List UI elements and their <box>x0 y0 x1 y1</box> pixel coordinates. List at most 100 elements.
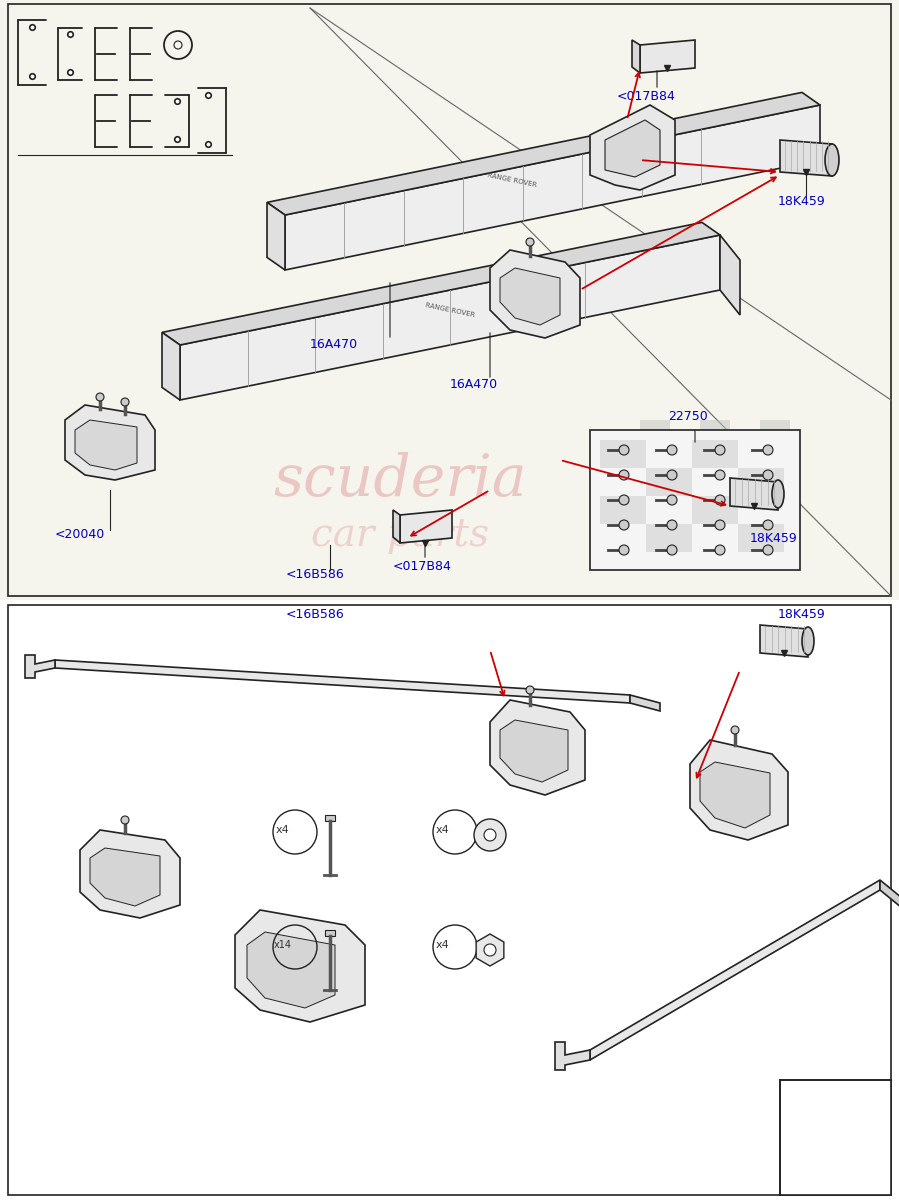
Circle shape <box>619 545 629 554</box>
Circle shape <box>763 494 773 505</box>
Polygon shape <box>880 880 899 908</box>
Text: <017B84: <017B84 <box>393 560 452 572</box>
Polygon shape <box>162 222 720 346</box>
Bar <box>692 440 738 468</box>
Circle shape <box>715 470 725 480</box>
Polygon shape <box>75 420 137 470</box>
Ellipse shape <box>772 480 784 508</box>
Bar <box>730 450 760 480</box>
Circle shape <box>715 520 725 530</box>
Polygon shape <box>400 510 452 542</box>
Circle shape <box>715 445 725 455</box>
Text: x14: x14 <box>274 940 292 950</box>
Text: 18K459: 18K459 <box>778 194 826 208</box>
Text: 18K459: 18K459 <box>778 608 826 622</box>
Circle shape <box>763 445 773 455</box>
Ellipse shape <box>802 626 814 655</box>
Polygon shape <box>267 203 285 270</box>
Circle shape <box>474 818 506 851</box>
Bar <box>325 930 335 936</box>
Bar <box>700 420 730 450</box>
Bar <box>640 420 670 450</box>
Bar <box>730 510 760 540</box>
Polygon shape <box>393 510 400 542</box>
Polygon shape <box>700 762 770 828</box>
Bar <box>760 420 790 450</box>
Text: 18K459: 18K459 <box>750 532 797 545</box>
Polygon shape <box>640 40 695 73</box>
Text: x4: x4 <box>436 826 450 835</box>
Circle shape <box>731 726 739 734</box>
Circle shape <box>619 470 629 480</box>
Circle shape <box>121 816 129 824</box>
Text: scuderia: scuderia <box>273 451 527 509</box>
Circle shape <box>526 686 534 694</box>
Text: 16A470: 16A470 <box>310 338 358 350</box>
Bar <box>646 524 692 552</box>
Bar <box>738 468 784 496</box>
Bar <box>640 480 670 510</box>
Bar <box>692 496 738 524</box>
Bar <box>738 524 784 552</box>
Circle shape <box>619 520 629 530</box>
Circle shape <box>619 494 629 505</box>
Text: x4: x4 <box>436 940 450 950</box>
Text: <16B586: <16B586 <box>286 608 344 622</box>
Circle shape <box>667 520 677 530</box>
Polygon shape <box>267 92 820 215</box>
Polygon shape <box>632 40 640 73</box>
Circle shape <box>619 445 629 455</box>
Text: 16A470: 16A470 <box>450 378 498 391</box>
Circle shape <box>763 520 773 530</box>
Polygon shape <box>490 250 580 338</box>
Polygon shape <box>285 104 820 270</box>
Bar <box>700 480 730 510</box>
Circle shape <box>715 545 725 554</box>
Ellipse shape <box>825 144 839 176</box>
Polygon shape <box>780 1080 891 1195</box>
Polygon shape <box>235 910 365 1022</box>
Polygon shape <box>500 268 560 325</box>
Bar <box>760 480 790 510</box>
Circle shape <box>667 494 677 505</box>
Polygon shape <box>720 235 740 314</box>
Bar <box>670 450 700 480</box>
Polygon shape <box>590 880 880 1060</box>
Polygon shape <box>25 655 55 678</box>
Text: RANGE ROVER: RANGE ROVER <box>424 302 476 318</box>
Bar <box>600 440 646 468</box>
Circle shape <box>763 545 773 554</box>
Text: car parts: car parts <box>311 516 489 553</box>
Polygon shape <box>0 0 899 600</box>
Circle shape <box>526 238 534 246</box>
Polygon shape <box>65 404 155 480</box>
Polygon shape <box>490 700 585 794</box>
Text: <16B586: <16B586 <box>286 568 344 581</box>
Polygon shape <box>690 740 788 840</box>
Polygon shape <box>780 140 832 176</box>
Polygon shape <box>247 932 335 1008</box>
Circle shape <box>484 829 496 841</box>
Polygon shape <box>80 830 180 918</box>
Circle shape <box>763 470 773 480</box>
Polygon shape <box>162 332 180 400</box>
Circle shape <box>484 944 496 956</box>
Polygon shape <box>180 235 720 400</box>
Polygon shape <box>630 695 660 710</box>
Text: 22750: 22750 <box>668 410 708 422</box>
Circle shape <box>121 398 129 406</box>
Polygon shape <box>55 660 630 703</box>
Bar <box>600 496 646 524</box>
Text: RANGE ROVER: RANGE ROVER <box>487 172 538 188</box>
Polygon shape <box>760 625 808 658</box>
Circle shape <box>96 392 104 401</box>
Circle shape <box>715 494 725 505</box>
Polygon shape <box>590 430 800 570</box>
Text: <20040: <20040 <box>55 528 105 541</box>
Polygon shape <box>555 1042 590 1070</box>
Polygon shape <box>605 120 660 176</box>
Bar <box>670 510 700 540</box>
Circle shape <box>667 545 677 554</box>
Bar <box>325 815 335 821</box>
Text: x4: x4 <box>276 826 289 835</box>
